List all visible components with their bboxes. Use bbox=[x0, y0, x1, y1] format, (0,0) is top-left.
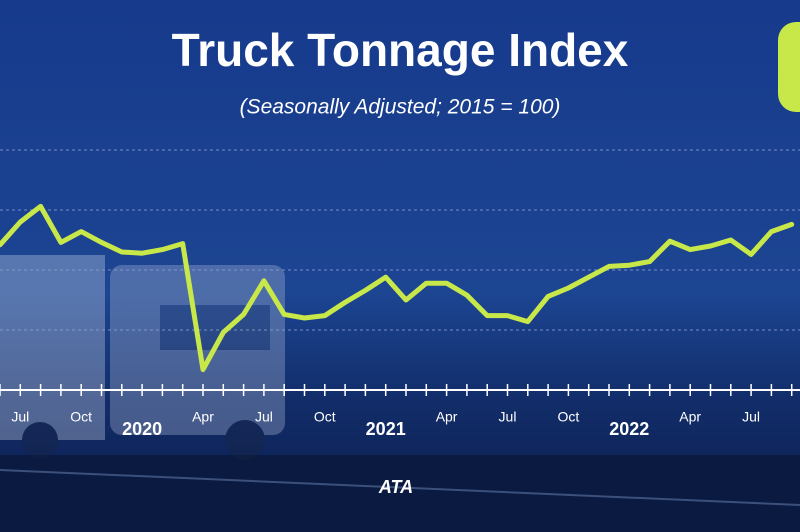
year-label: 2021 bbox=[366, 419, 406, 439]
road bbox=[0, 455, 800, 532]
x-tick-label: Jul bbox=[255, 409, 273, 425]
logo: ATA bbox=[378, 477, 413, 497]
x-tick-label: Oct bbox=[558, 409, 580, 425]
x-tick-label: Jul bbox=[499, 409, 517, 425]
year-label: 2020 bbox=[122, 419, 162, 439]
x-tick-label: Jul bbox=[742, 409, 760, 425]
data-line bbox=[0, 203, 795, 373]
x-tick-label: Jul bbox=[11, 409, 29, 425]
x-tick-label: Apr bbox=[436, 409, 458, 425]
x-tick-label: Apr bbox=[679, 409, 701, 425]
chart-subtitle: (Seasonally Adjusted; 2015 = 100) bbox=[240, 96, 561, 119]
x-tick-label: Apr bbox=[192, 409, 214, 425]
chart-title: Truck Tonnage Index bbox=[172, 24, 629, 76]
year-label: 2022 bbox=[609, 419, 649, 439]
x-tick-label: Oct bbox=[314, 409, 336, 425]
road-line bbox=[0, 469, 800, 506]
x-tick-label: Oct bbox=[70, 409, 92, 425]
badge bbox=[778, 22, 800, 112]
